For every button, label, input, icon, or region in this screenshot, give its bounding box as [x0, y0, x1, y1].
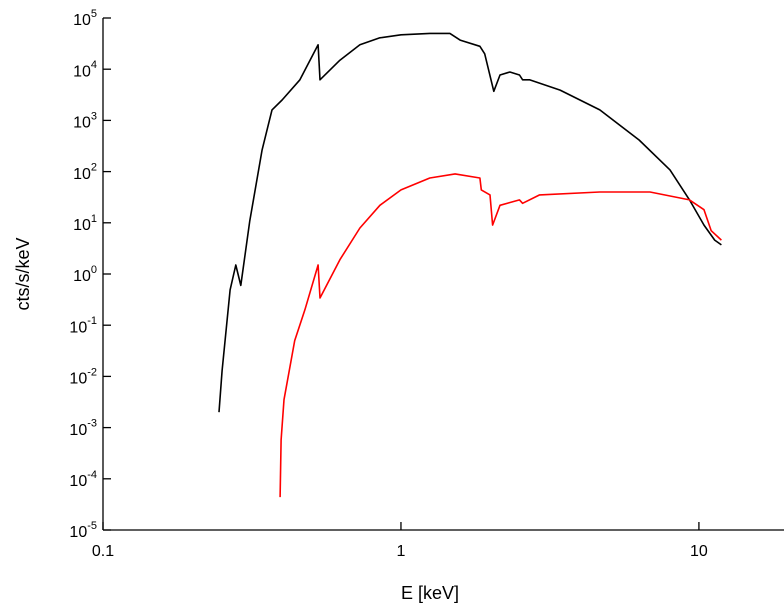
- y-tick-label: 102: [73, 162, 97, 183]
- y-tick-label: 100: [73, 264, 97, 285]
- y-tick-label: 104: [73, 59, 97, 80]
- y-tick-label: 105: [73, 8, 97, 29]
- y-tick-label: 10-4: [69, 469, 97, 490]
- y-tick-label: 10-3: [69, 418, 97, 439]
- y-tick-label: 10-1: [69, 315, 97, 336]
- x-axis-label: E [keV]: [401, 583, 459, 603]
- y-tick-label: 10-5: [69, 520, 97, 541]
- y-tick-label: 10-2: [69, 366, 97, 387]
- x-tick-label: 0.1: [92, 543, 114, 560]
- spectrum-line: [279, 173, 722, 498]
- y-tick-label: 101: [73, 213, 97, 234]
- x-tick-label: 1: [397, 543, 406, 560]
- spectrum-line: [218, 32, 722, 413]
- y-axis-label: cts/s/keV: [13, 237, 33, 310]
- y-tick-label: 103: [73, 110, 97, 131]
- x-tick-label: 10: [690, 543, 708, 560]
